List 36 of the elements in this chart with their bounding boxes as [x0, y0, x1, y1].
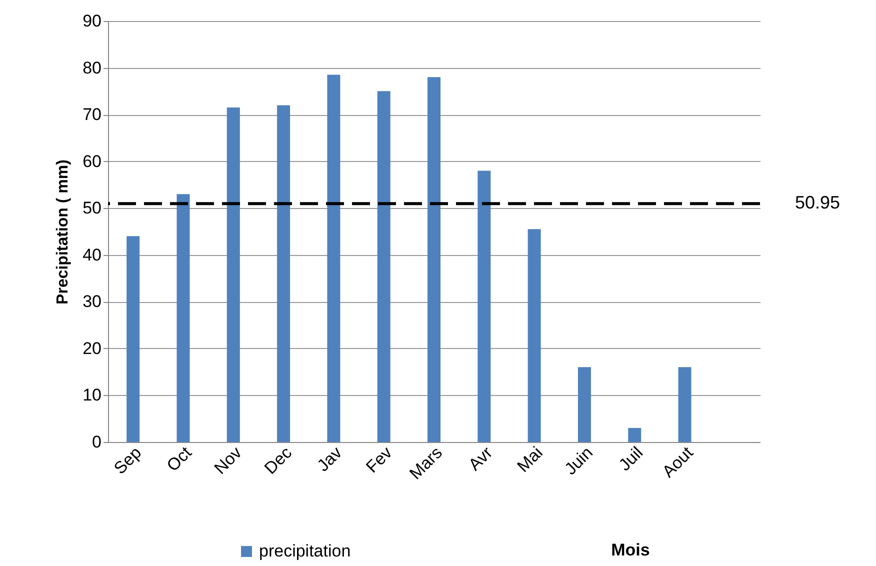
x-tick-label: Nov — [210, 442, 246, 478]
bar — [126, 236, 140, 442]
bar — [327, 74, 340, 442]
x-tick-label: Avr — [464, 442, 496, 474]
x-tick-label: Juin — [560, 443, 596, 479]
bar — [628, 428, 642, 442]
y-tick-label: 70 — [82, 105, 102, 124]
y-tick-label: 30 — [82, 292, 102, 312]
bar — [377, 91, 390, 442]
x-tick-label: Juil — [615, 443, 647, 475]
y-tick-label: 20 — [82, 338, 102, 358]
bar — [678, 367, 692, 442]
x-tick-label: Mai — [514, 443, 546, 476]
bar — [478, 170, 491, 442]
ref-line-label: 50.95 — [795, 192, 840, 213]
y-tick-label: 60 — [82, 152, 102, 171]
y-tick-label: 10 — [82, 386, 102, 405]
x-tick-label: Fev — [362, 442, 396, 477]
bar — [428, 77, 440, 442]
y-tick-label: 40 — [82, 245, 102, 264]
bar — [226, 108, 240, 442]
x-tick-label: Dec — [260, 442, 296, 478]
bar — [176, 194, 190, 442]
y-tick-label: 90 — [82, 12, 102, 30]
bar — [277, 105, 290, 442]
y-tick-label: 50 — [82, 198, 102, 218]
bar — [578, 367, 591, 442]
x-axis-title: Mois — [611, 540, 650, 560]
x-tick-label: Oct — [163, 442, 196, 476]
y-tick-label: 0 — [92, 432, 102, 452]
legend-label: precipitation — [259, 542, 351, 560]
y-axis-title: Precipitation ( mm) — [54, 160, 72, 304]
x-tick-label: Sep — [110, 443, 146, 478]
x-tick-label: Jav — [314, 442, 346, 476]
y-tick-label: 80 — [82, 58, 102, 78]
bar — [528, 229, 541, 442]
